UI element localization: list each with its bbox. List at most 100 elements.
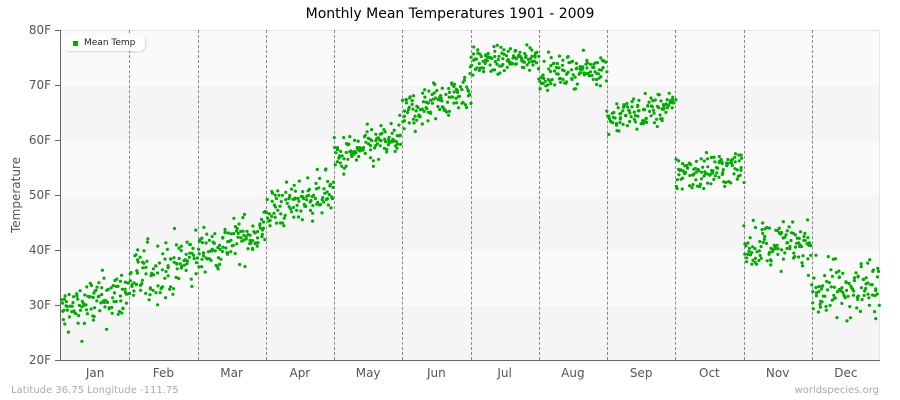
- data-point: [327, 193, 331, 197]
- data-point: [700, 170, 704, 174]
- data-point: [132, 281, 136, 285]
- data-point: [209, 258, 213, 262]
- data-point: [362, 135, 367, 139]
- data-point: [273, 205, 277, 209]
- data-point: [309, 198, 313, 203]
- data-point: [135, 269, 139, 273]
- data-point: [832, 285, 836, 289]
- data-point: [420, 107, 424, 111]
- data-point: [426, 101, 430, 105]
- data-point: [236, 231, 240, 235]
- data-point: [548, 79, 552, 83]
- data-point: [779, 269, 783, 273]
- data-point: [140, 282, 144, 286]
- data-point: [458, 85, 463, 89]
- data-point: [154, 264, 158, 268]
- data-point: [71, 301, 75, 305]
- data-point: [130, 284, 134, 288]
- data-point: [304, 204, 308, 208]
- data-point: [814, 294, 819, 298]
- month-divider: [812, 30, 813, 360]
- data-point: [385, 147, 389, 151]
- data-point: [134, 282, 138, 287]
- data-point: [619, 111, 623, 115]
- data-point: [651, 99, 655, 103]
- data-point: [496, 58, 500, 62]
- data-point: [380, 131, 384, 135]
- data-point: [163, 257, 167, 261]
- data-point: [189, 277, 193, 281]
- data-point: [307, 187, 311, 191]
- data-point: [588, 62, 593, 66]
- data-point: [212, 241, 216, 245]
- data-point: [371, 164, 375, 168]
- data-point: [273, 215, 277, 219]
- data-point: [89, 307, 93, 311]
- data-point: [263, 238, 267, 242]
- data-point: [535, 50, 539, 54]
- data-point: [204, 241, 208, 245]
- data-point: [824, 308, 828, 312]
- data-point: [873, 310, 877, 314]
- data-point: [745, 260, 749, 264]
- data-point: [216, 267, 220, 271]
- data-point: [188, 242, 192, 247]
- source-link[interactable]: worldspecies.org: [794, 385, 879, 396]
- data-point: [335, 146, 340, 150]
- data-point: [737, 153, 741, 157]
- data-point: [732, 172, 736, 176]
- legend[interactable]: Mean Temp: [64, 35, 146, 51]
- data-point: [859, 265, 863, 269]
- data-point: [72, 295, 76, 299]
- data-point: [164, 241, 168, 245]
- data-point: [452, 90, 456, 94]
- data-point: [806, 273, 811, 277]
- data-point: [331, 180, 336, 184]
- data-point: [235, 226, 239, 230]
- data-point: [635, 127, 639, 131]
- data-point: [413, 114, 417, 118]
- data-point: [295, 208, 299, 212]
- data-point: [601, 66, 605, 70]
- data-point: [533, 55, 537, 59]
- data-point: [765, 259, 769, 263]
- data-point: [364, 140, 368, 144]
- data-point: [342, 136, 346, 140]
- data-point: [427, 89, 431, 93]
- data-point: [481, 66, 486, 70]
- data-point: [394, 140, 399, 144]
- data-point: [578, 71, 583, 75]
- data-point: [820, 300, 824, 304]
- data-point: [259, 217, 264, 221]
- data-point: [497, 54, 501, 58]
- data-point: [818, 302, 822, 306]
- data-point: [485, 59, 489, 63]
- data-point: [326, 179, 330, 184]
- data-point: [92, 314, 96, 319]
- data-point: [132, 289, 136, 293]
- data-point: [401, 98, 405, 102]
- data-point: [213, 249, 217, 253]
- data-point: [476, 48, 480, 52]
- y-tick-label: 60F: [28, 133, 51, 147]
- data-point: [292, 183, 296, 187]
- data-point: [76, 321, 80, 325]
- data-point: [702, 187, 706, 191]
- data-point: [860, 297, 864, 302]
- data-point: [767, 226, 772, 230]
- data-point: [333, 145, 337, 150]
- data-point: [339, 149, 343, 153]
- data-point: [739, 166, 743, 170]
- data-point: [325, 197, 330, 201]
- data-point: [811, 290, 815, 294]
- data-point: [237, 222, 241, 226]
- data-point: [404, 101, 409, 105]
- y-tick-mark: [55, 250, 60, 251]
- data-point: [145, 240, 149, 244]
- data-point: [636, 114, 640, 118]
- data-point: [762, 237, 767, 241]
- data-point: [202, 254, 206, 258]
- data-point: [340, 164, 344, 168]
- legend-label: Mean Temp: [84, 38, 136, 48]
- data-point: [308, 208, 313, 212]
